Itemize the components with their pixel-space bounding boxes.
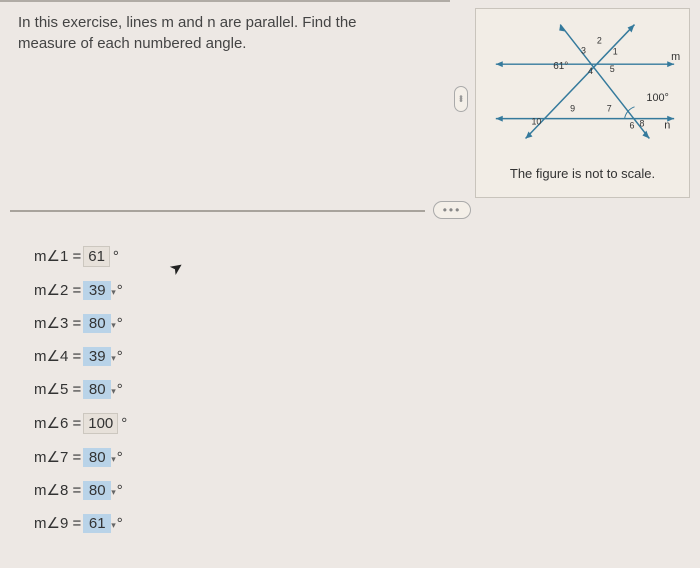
answer-row-4: m∠4 = 39▾° — [34, 347, 127, 366]
svg-text:5: 5 — [610, 64, 615, 74]
svg-text:3: 3 — [581, 45, 586, 55]
answer-row-3: m∠3 = 80▾° — [34, 314, 127, 333]
answer-row-2: m∠2 = 39▾° — [34, 281, 127, 300]
dropdown-caret-icon[interactable]: ▾ — [111, 353, 116, 364]
svg-text:4: 4 — [588, 66, 593, 76]
answer-row-6: m∠6 = 100° — [34, 413, 127, 434]
angle-input-5[interactable]: 80 — [83, 380, 111, 399]
svg-text:7: 7 — [607, 104, 612, 114]
degree-symbol: ° — [117, 515, 123, 532]
degree-symbol: ° — [117, 381, 123, 398]
answer-row-9: m∠9 = 61▾° — [34, 514, 127, 533]
given-100: 100° — [646, 92, 669, 104]
question-line2: measure of each numbered angle. — [18, 35, 246, 52]
angle-input-8[interactable]: 80 — [83, 481, 111, 500]
label-n: n — [664, 120, 670, 132]
angle-label-8: m∠8 = — [34, 481, 81, 499]
angle-input-3[interactable]: 80 — [83, 314, 111, 333]
dropdown-caret-icon[interactable]: ▾ — [111, 520, 116, 531]
angle-label-3: m∠3 = — [34, 314, 81, 332]
figure-caption: The figure is not to scale. — [476, 162, 689, 181]
angle-input-1[interactable]: 61 — [83, 246, 110, 267]
panel-toggle-button[interactable]: ••• — [454, 86, 468, 112]
svg-text:2: 2 — [597, 35, 602, 45]
angle-input-4[interactable]: 39 — [83, 347, 111, 366]
section-divider — [10, 210, 425, 212]
angle-diagram: m n 61° 100° 1 2 3 4 5 6 7 8 9 10 — [476, 9, 689, 159]
angle-input-6[interactable]: 100 — [83, 413, 118, 434]
question-line1: In this exercise, lines m and n are para… — [18, 14, 357, 31]
degree-symbol: ° — [117, 315, 123, 332]
dropdown-caret-icon[interactable]: ▾ — [111, 287, 116, 298]
angle-label-5: m∠5 = — [34, 380, 81, 398]
dropdown-caret-icon[interactable]: ▾ — [111, 454, 116, 465]
answer-row-7: m∠7 = 80▾° — [34, 448, 127, 467]
dropdown-caret-icon[interactable]: ▾ — [111, 487, 116, 498]
cursor-icon: ➤ — [165, 256, 187, 280]
angle-label-6: m∠6 = — [34, 414, 81, 432]
svg-text:6: 6 — [630, 121, 635, 131]
dropdown-caret-icon[interactable]: ▾ — [111, 320, 116, 331]
degree-symbol: ° — [117, 348, 123, 365]
label-m: m — [671, 51, 680, 63]
angle-input-2[interactable]: 39 — [83, 281, 111, 300]
given-61: 61° — [553, 61, 568, 72]
top-border — [0, 0, 450, 2]
degree-symbol: ° — [121, 415, 127, 432]
answer-row-8: m∠8 = 80▾° — [34, 481, 127, 500]
angle-label-1: m∠1 = — [34, 247, 81, 265]
degree-symbol: ° — [117, 482, 123, 499]
answer-list: m∠1 = 61°m∠2 = 39▾°m∠3 = 80▾°m∠4 = 39▾°m… — [34, 246, 127, 547]
figure-panel: m n 61° 100° 1 2 3 4 5 6 7 8 9 10 The fi… — [475, 8, 690, 198]
svg-text:9: 9 — [570, 104, 575, 114]
angle-label-7: m∠7 = — [34, 448, 81, 466]
angle-input-9[interactable]: 61 — [83, 514, 111, 533]
dropdown-caret-icon[interactable]: ▾ — [111, 386, 116, 397]
degree-symbol: ° — [117, 449, 123, 466]
angle-input-7[interactable]: 80 — [83, 448, 111, 467]
more-options-button[interactable]: ••• — [433, 201, 471, 219]
answer-row-5: m∠5 = 80▾° — [34, 380, 127, 399]
angle-label-9: m∠9 = — [34, 514, 81, 532]
angle-label-2: m∠2 = — [34, 281, 81, 299]
svg-text:1: 1 — [613, 46, 618, 56]
degree-symbol: ° — [113, 248, 119, 265]
question-text: In this exercise, lines m and n are para… — [10, 8, 450, 58]
answer-row-1: m∠1 = 61° — [34, 246, 127, 267]
degree-symbol: ° — [117, 282, 123, 299]
svg-text:10: 10 — [531, 117, 541, 127]
svg-text:8: 8 — [639, 119, 644, 129]
angle-label-4: m∠4 = — [34, 347, 81, 365]
